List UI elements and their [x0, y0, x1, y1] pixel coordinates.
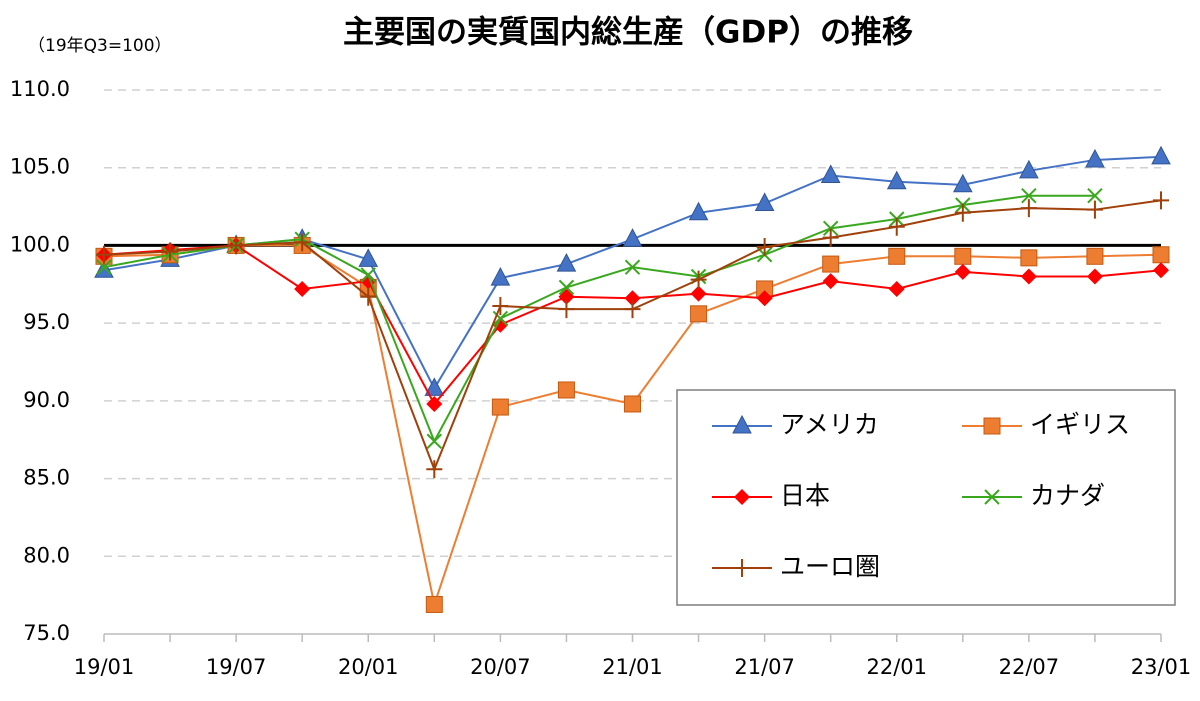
- legend-label: イギリス: [1030, 410, 1130, 439]
- marker: [622, 228, 643, 247]
- marker: [491, 398, 509, 416]
- marker: [888, 280, 905, 297]
- marker: [1153, 262, 1169, 279]
- marker: [1020, 268, 1037, 285]
- marker: [1020, 249, 1038, 267]
- marker: [820, 164, 841, 183]
- marker: [886, 170, 907, 190]
- legend-label: アメリカ: [780, 410, 879, 439]
- marker: [426, 395, 443, 412]
- y-tick-label: 110.0: [10, 77, 70, 101]
- x-tick-label: 21/01: [602, 655, 663, 679]
- marker: [1086, 268, 1103, 285]
- marker: [690, 270, 707, 289]
- marker: [952, 173, 973, 193]
- marker: [426, 433, 443, 449]
- marker: [954, 263, 971, 280]
- legend-label: カナダ: [1030, 481, 1105, 510]
- marker: [624, 395, 641, 413]
- marker: [756, 237, 773, 256]
- marker: [954, 203, 971, 222]
- marker: [1152, 246, 1170, 264]
- y-tick-label: 100.0: [10, 232, 70, 256]
- marker: [358, 248, 379, 267]
- y-tick-label: 90.0: [23, 388, 70, 412]
- series-line: [103, 194, 1095, 444]
- marker: [294, 280, 311, 297]
- marker: [1087, 187, 1103, 204]
- marker: [490, 266, 511, 286]
- marker: [360, 287, 377, 306]
- marker: [557, 381, 575, 399]
- legend-label: ユーロ圏: [780, 552, 880, 581]
- marker: [624, 259, 641, 275]
- marker: [983, 417, 1001, 435]
- marker: [888, 217, 905, 236]
- marker: [162, 242, 179, 261]
- marker: [732, 414, 752, 434]
- legend-label: 日本: [780, 481, 830, 510]
- x-tick-label: 21/07: [734, 655, 795, 679]
- marker: [425, 595, 443, 613]
- marker: [1151, 145, 1171, 165]
- y-tick-label: 75.0: [23, 621, 70, 645]
- marker: [1086, 247, 1104, 265]
- marker: [558, 279, 575, 296]
- marker: [1021, 187, 1037, 204]
- marker: [756, 290, 773, 307]
- x-tick-label: 20/01: [338, 655, 399, 679]
- marker: [228, 236, 245, 255]
- marker: [1019, 159, 1039, 179]
- subtitle: （19年Q3=100）: [28, 36, 172, 56]
- marker: [492, 297, 509, 316]
- marker: [1085, 148, 1105, 168]
- marker: [822, 220, 839, 237]
- marker: [822, 228, 839, 247]
- x-tick-label: 22/07: [999, 655, 1060, 679]
- marker: [754, 192, 775, 211]
- marker: [96, 245, 112, 264]
- marker: [822, 273, 839, 290]
- chart-title: 主要国の実質国内総生産（GDP）の推移: [343, 15, 913, 51]
- y-tick-label: 85.0: [23, 466, 70, 490]
- marker: [822, 255, 840, 273]
- x-tick-label: 19/07: [206, 655, 267, 679]
- marker: [426, 460, 443, 479]
- marker: [954, 247, 972, 265]
- x-tick-label: 19/01: [74, 655, 135, 679]
- marker: [734, 559, 750, 577]
- y-tick-label: 105.0: [10, 155, 70, 179]
- x-tick-label: 22/01: [866, 655, 927, 679]
- marker: [624, 300, 641, 319]
- marker: [888, 247, 906, 265]
- marker: [690, 285, 707, 302]
- marker: [556, 253, 577, 272]
- marker: [492, 316, 509, 333]
- marker: [1086, 200, 1103, 219]
- x-tick-label: 23/01: [1131, 655, 1192, 679]
- marker: [734, 489, 750, 505]
- marker: [360, 267, 376, 283]
- marker: [688, 201, 709, 221]
- marker: [558, 300, 575, 319]
- marker: [294, 233, 311, 252]
- marker: [690, 305, 708, 323]
- marker: [1020, 199, 1037, 218]
- marker: [1153, 191, 1169, 210]
- marker: [984, 489, 1000, 505]
- x-tick-label: 20/07: [470, 655, 531, 679]
- marker: [624, 290, 641, 307]
- y-tick-label: 80.0: [23, 543, 70, 567]
- marker: [96, 259, 112, 275]
- marker: [492, 310, 509, 327]
- y-tick-label: 95.0: [23, 310, 70, 334]
- marker: [424, 377, 445, 396]
